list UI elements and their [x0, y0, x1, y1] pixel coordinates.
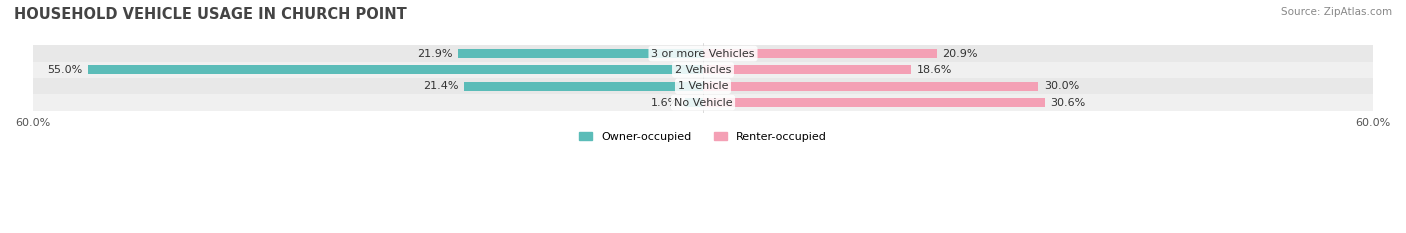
Text: 30.6%: 30.6%: [1050, 98, 1085, 108]
Text: HOUSEHOLD VEHICLE USAGE IN CHURCH POINT: HOUSEHOLD VEHICLE USAGE IN CHURCH POINT: [14, 7, 406, 22]
Bar: [32, 78, 1374, 94]
Bar: [685, 98, 703, 107]
Text: 3 or more Vehicles: 3 or more Vehicles: [651, 49, 755, 58]
Text: 30.0%: 30.0%: [1043, 81, 1078, 91]
Bar: [32, 62, 1374, 78]
Bar: [32, 45, 1374, 62]
Text: 20.9%: 20.9%: [942, 49, 977, 58]
Bar: [464, 82, 703, 91]
Text: 21.9%: 21.9%: [418, 49, 453, 58]
Bar: [89, 65, 703, 74]
Bar: [32, 94, 1374, 111]
Text: 55.0%: 55.0%: [48, 65, 83, 75]
Legend: Owner-occupied, Renter-occupied: Owner-occupied, Renter-occupied: [575, 127, 831, 146]
Text: 2 Vehicles: 2 Vehicles: [675, 65, 731, 75]
Bar: [703, 82, 1038, 91]
Text: 18.6%: 18.6%: [917, 65, 952, 75]
Bar: [458, 49, 703, 58]
Text: 1.6%: 1.6%: [651, 98, 679, 108]
Bar: [703, 98, 1045, 107]
Text: Source: ZipAtlas.com: Source: ZipAtlas.com: [1281, 7, 1392, 17]
Text: 21.4%: 21.4%: [423, 81, 458, 91]
Bar: [703, 65, 911, 74]
Text: 1 Vehicle: 1 Vehicle: [678, 81, 728, 91]
Bar: [703, 49, 936, 58]
Text: No Vehicle: No Vehicle: [673, 98, 733, 108]
